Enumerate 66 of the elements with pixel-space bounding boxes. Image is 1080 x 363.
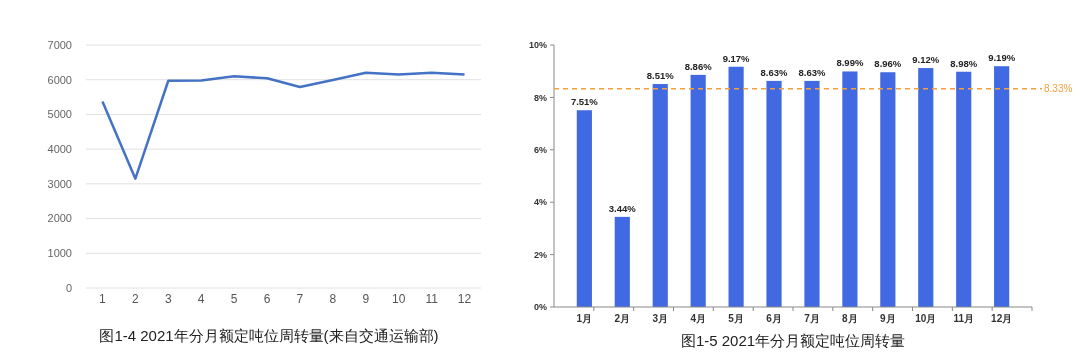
text: 图1-5 2021年分月额定吨位周转量 xyxy=(680,332,906,349)
bar xyxy=(690,74,706,307)
bar xyxy=(880,72,896,307)
x-tick-label: 9月 xyxy=(880,313,896,324)
y-tick-label: 2000 xyxy=(47,212,72,225)
bar xyxy=(652,84,668,307)
bar xyxy=(918,68,934,307)
data-label: 8.96% xyxy=(874,58,902,70)
data-label: 8.51% xyxy=(646,70,675,82)
x-tick-label: 8月 xyxy=(842,313,858,324)
x-tick-label: 8 xyxy=(329,292,337,306)
bar xyxy=(842,71,858,307)
bar xyxy=(576,110,592,307)
x-tick-label: 11月 xyxy=(953,313,974,324)
bar xyxy=(804,80,820,307)
x-tick-label: 12月 xyxy=(991,313,1013,324)
bar xyxy=(766,80,782,307)
bar xyxy=(614,216,630,307)
x-tick-label: 7 xyxy=(296,292,304,306)
data-label: 8.98% xyxy=(950,57,978,69)
y-tick-label: 4000 xyxy=(47,142,72,155)
x-tick-label: 10 xyxy=(392,292,406,306)
x-tick-label: 3 xyxy=(164,292,172,306)
y-tick-label: 0% xyxy=(533,302,547,313)
y-tick-label: 3000 xyxy=(47,177,72,190)
y-tick-label: 6% xyxy=(533,144,547,155)
x-tick-label: 6 xyxy=(263,292,271,306)
x-tick-label: 7月 xyxy=(804,313,820,324)
data-label: 8.63% xyxy=(760,66,789,78)
y-tick-label: 10% xyxy=(528,40,547,51)
x-tick-label: 6月 xyxy=(766,313,782,324)
text: 图1-4 2021年分月额定吨位周转量(来自交通运输部) xyxy=(99,327,439,344)
x-tick-label: 4 xyxy=(197,292,205,306)
line-series xyxy=(101,71,466,180)
data-label: 9.17% xyxy=(722,52,751,64)
bar xyxy=(956,71,972,307)
data-label: 3.44% xyxy=(608,202,637,214)
y-tick-label: 5000 xyxy=(47,108,72,121)
data-label: 8.99% xyxy=(836,57,864,69)
bar xyxy=(728,66,744,307)
x-tick-label: 1 xyxy=(99,292,107,306)
y-tick-label: 1000 xyxy=(47,247,72,260)
x-tick-label: 9 xyxy=(362,292,370,306)
x-tick-label: 3月 xyxy=(652,313,668,324)
x-tick-label: 2月 xyxy=(614,313,631,324)
y-tick-label: 6000 xyxy=(47,73,72,86)
x-tick-label: 2 xyxy=(132,292,140,306)
y-tick-label: 8% xyxy=(533,92,547,103)
x-tick-label: 5 xyxy=(230,292,238,306)
x-tick-label: 10月 xyxy=(915,313,937,324)
x-tick-label: 11 xyxy=(425,292,439,306)
data-label: 9.19% xyxy=(988,52,1016,64)
ref-line-label: 8.33% xyxy=(1044,83,1073,95)
y-tick-label: 4% xyxy=(533,197,547,208)
y-tick-label: 2% xyxy=(533,249,547,260)
data-label: 7.51% xyxy=(570,96,599,108)
data-label: 9.12% xyxy=(912,54,940,66)
data-label: 8.63% xyxy=(798,66,826,78)
data-label: 8.86% xyxy=(684,60,713,72)
bar xyxy=(994,66,1010,307)
x-tick-label: 12 xyxy=(457,292,472,306)
y-tick-label: 0 xyxy=(65,281,72,294)
x-tick-label: 5月 xyxy=(728,313,744,324)
x-tick-label: 4月 xyxy=(690,313,706,324)
y-tick-label: 7000 xyxy=(47,38,72,51)
x-tick-label: 1月 xyxy=(576,313,593,324)
